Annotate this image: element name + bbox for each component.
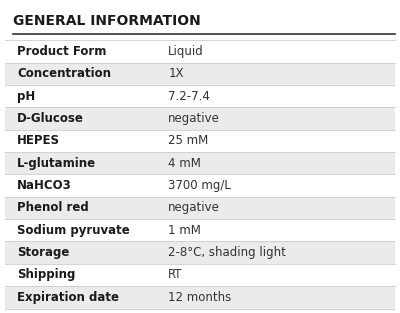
Text: 12 months: 12 months	[168, 291, 232, 304]
Bar	[5, 63, 395, 85]
Text: 2-8°C, shading light: 2-8°C, shading light	[168, 246, 286, 259]
Text: NaHCO3: NaHCO3	[17, 179, 72, 192]
Text: L-glutamine: L-glutamine	[17, 157, 96, 170]
Text: GENERAL INFORMATION: GENERAL INFORMATION	[13, 14, 201, 28]
Text: Sodium pyruvate: Sodium pyruvate	[17, 224, 130, 237]
Text: Product Form: Product Form	[17, 45, 107, 58]
Text: pH: pH	[17, 90, 36, 103]
Text: 4 mM: 4 mM	[168, 157, 201, 170]
Bar	[5, 130, 395, 152]
Text: RT: RT	[168, 269, 183, 281]
Text: 3700 mg/L: 3700 mg/L	[168, 179, 231, 192]
Text: Shipping: Shipping	[17, 269, 76, 281]
Bar	[5, 264, 395, 286]
Bar	[5, 174, 395, 197]
Bar	[5, 40, 395, 63]
Text: HEPES: HEPES	[17, 134, 60, 147]
Text: negative: negative	[168, 112, 220, 125]
Text: Liquid: Liquid	[168, 45, 204, 58]
Text: D-Glucose: D-Glucose	[17, 112, 84, 125]
Text: Storage: Storage	[17, 246, 70, 259]
Text: 1 mM: 1 mM	[168, 224, 201, 237]
Text: Expiration date: Expiration date	[17, 291, 119, 304]
Bar	[5, 219, 395, 241]
Text: Phenol red: Phenol red	[17, 201, 89, 214]
Bar	[5, 107, 395, 130]
Text: 25 mM: 25 mM	[168, 134, 208, 147]
Bar	[5, 241, 395, 264]
Bar	[5, 152, 395, 174]
Text: 1X: 1X	[168, 67, 184, 80]
Text: 7.2-7.4: 7.2-7.4	[168, 90, 210, 103]
Bar	[5, 197, 395, 219]
Bar	[5, 286, 395, 309]
Text: Concentration: Concentration	[17, 67, 111, 80]
Bar	[5, 85, 395, 107]
Text: negative: negative	[168, 201, 220, 214]
